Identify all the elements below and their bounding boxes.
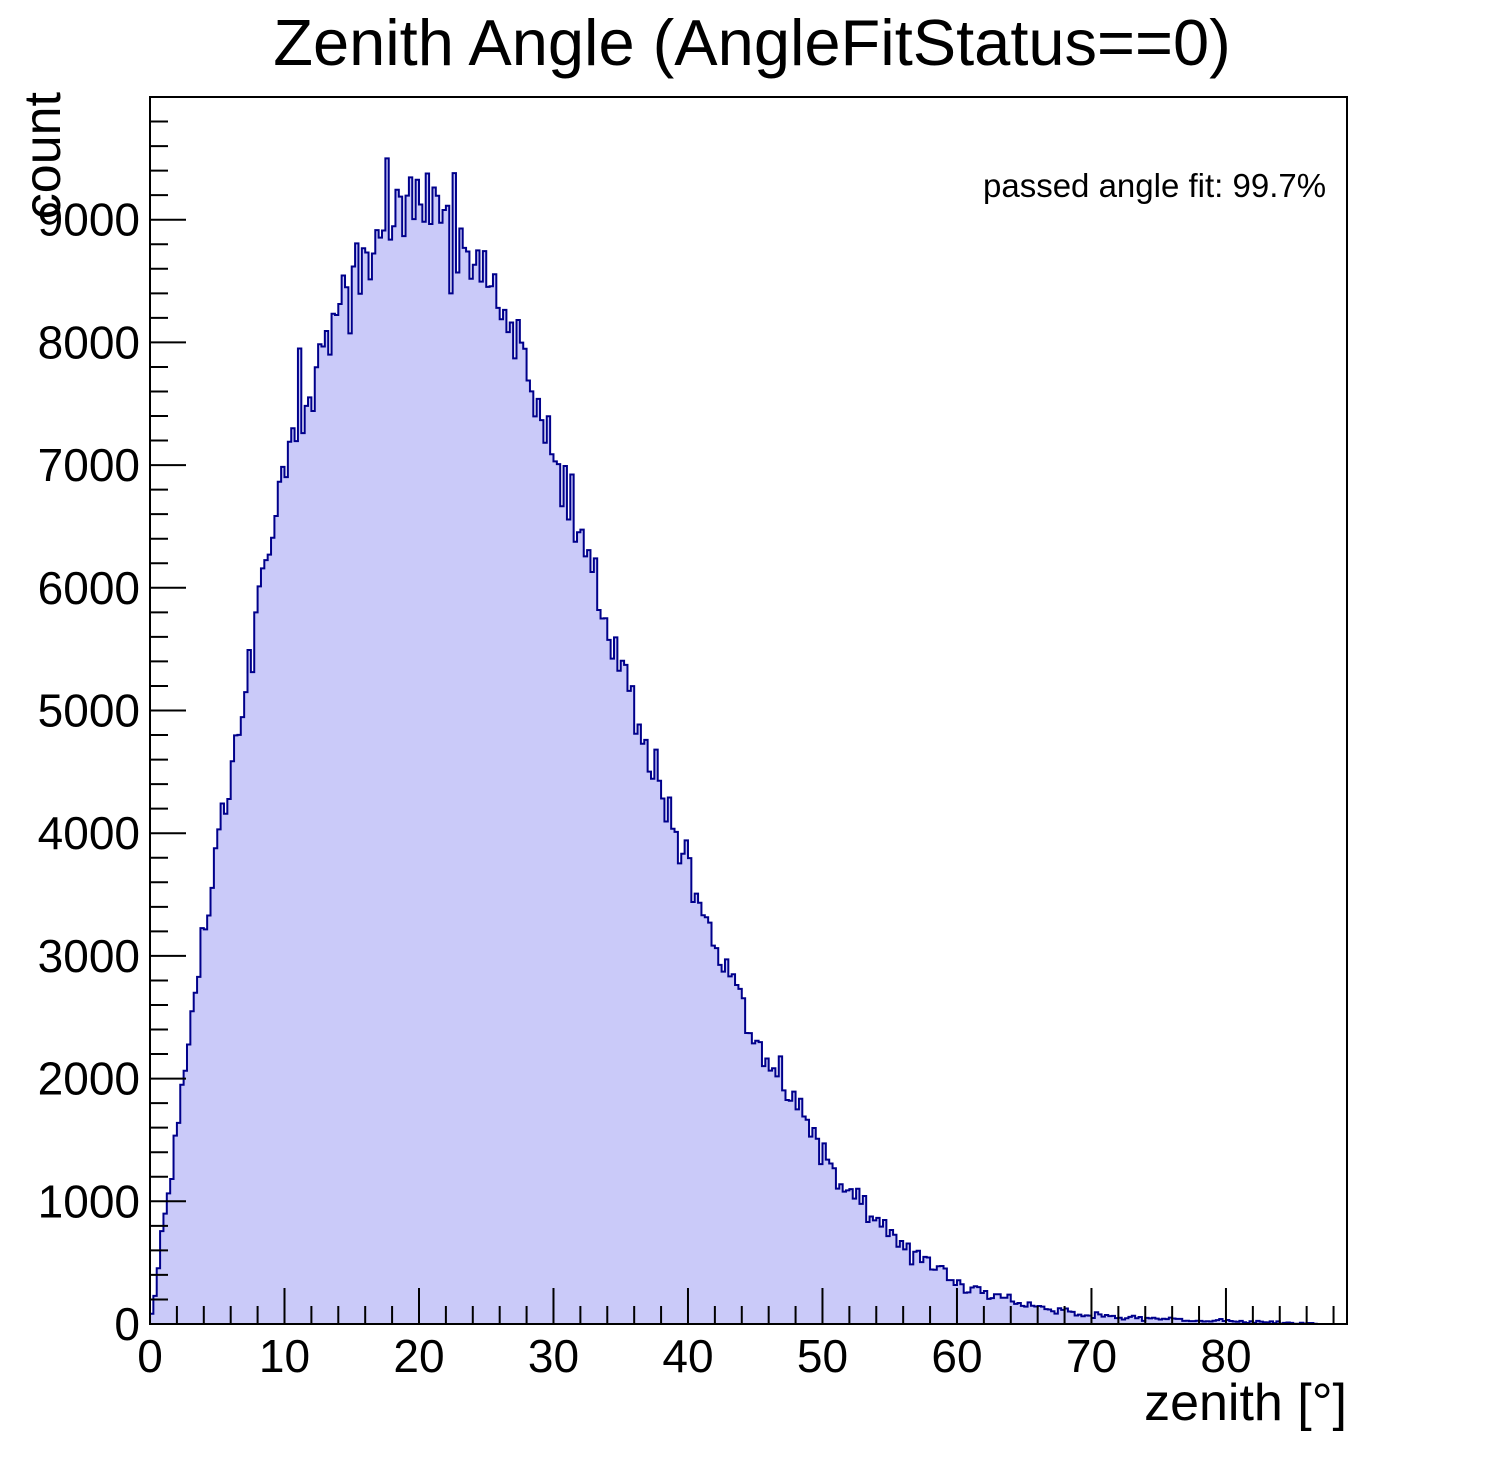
y-tick-label: 1000	[38, 1175, 140, 1227]
x-tick-label: 20	[393, 1330, 444, 1382]
y-tick-label: 2000	[38, 1053, 140, 1105]
y-tick-label: 6000	[38, 562, 140, 614]
histogram-outline	[149, 157, 1347, 1325]
y-axis-tick-labels: 0 1000 2000 3000 4000 5000 6000 7000 8000 9000	[38, 194, 140, 1350]
x-tick-label: 0	[137, 1330, 163, 1382]
x-tick-label: 50	[797, 1330, 848, 1382]
x-axis-title: zenith [°]	[1144, 1374, 1347, 1432]
y-axis-title: count	[14, 91, 72, 219]
annotation-passed-angle-fit: passed angle fit: 99.7%	[983, 167, 1326, 204]
x-tick-label: 80	[1200, 1330, 1251, 1382]
x-tick-label: 10	[259, 1330, 310, 1382]
x-axis-ticks	[149, 1288, 1335, 1324]
histogram-area	[150, 158, 1347, 1325]
x-tick-label: 30	[528, 1330, 579, 1382]
y-tick-label: 8000	[38, 316, 140, 368]
y-axis-ticks	[150, 96, 186, 1325]
y-tick-label: 5000	[38, 685, 140, 737]
y-tick-label: 4000	[38, 807, 140, 859]
x-axis-tick-labels: 0 10 20 30 40 50 60 70 80	[137, 1330, 1251, 1382]
y-tick-label: 9000	[38, 194, 140, 246]
x-tick-label: 40	[662, 1330, 713, 1382]
x-tick-label: 70	[1066, 1330, 1117, 1382]
y-tick-label: 0	[114, 1298, 140, 1350]
chart-title: Zenith Angle (AngleFitStatus==0)	[273, 6, 1231, 79]
y-tick-label: 3000	[38, 930, 140, 982]
x-tick-label: 60	[931, 1330, 982, 1382]
y-tick-label: 7000	[38, 439, 140, 491]
